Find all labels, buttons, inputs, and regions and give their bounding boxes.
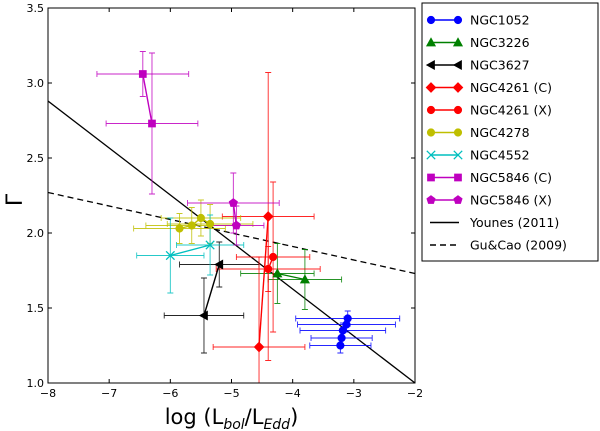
legend-label: NGC4552	[470, 148, 530, 163]
legend-marker	[426, 195, 436, 204]
series-line-ngc5846-c	[142, 73, 153, 124]
data-point-ngc4261-c	[253, 341, 265, 353]
data-point-ngc1052	[337, 333, 346, 343]
legend-entry-ngc5846-x: NGC5846 (X)	[426, 193, 552, 208]
series-line-ngc4278	[179, 217, 211, 230]
series-line-ngc3627	[203, 264, 220, 316]
x-tick-label: −7	[101, 387, 117, 400]
legend-label: Younes (2011)	[469, 215, 559, 230]
legend-label: NGC3627	[470, 58, 530, 73]
legend-marker	[453, 15, 463, 25]
x-tick-label: −5	[223, 387, 239, 400]
plot-frame	[47, 7, 416, 384]
data-point-ngc4552	[165, 250, 175, 261]
legend-label: NGC4278	[470, 125, 530, 140]
x-tick-label: −8	[40, 387, 56, 400]
data-point-ngc4261-c	[262, 211, 274, 222]
legend-marker	[452, 59, 462, 71]
data-markers	[138, 70, 352, 353]
legend-entry-ngc1052: NGC1052	[426, 13, 530, 28]
legend-marker	[425, 59, 435, 71]
data-point-ngc4278	[175, 224, 184, 233]
data-point-ngc4278	[206, 219, 215, 229]
y-axis-label: Γ	[3, 193, 28, 206]
legend-marker	[427, 173, 435, 182]
legend-marker	[453, 105, 463, 115]
legend-entry-ngc5846-c: NGC5846 (C)	[427, 170, 552, 185]
x-tick-label: −2	[407, 387, 423, 400]
legend-entry-younes-2011: Younes (2011)	[430, 215, 559, 230]
data-point-ngc1052	[342, 320, 351, 329]
data-point-ngc4261-x	[269, 252, 278, 262]
legend-marker	[453, 128, 463, 137]
legend-entry-ngc4261-x: NGC4261 (X)	[426, 103, 552, 118]
legend-entry-ngc4261-c: NGC4261 (C)	[425, 80, 552, 95]
x-tick-label: −4	[285, 387, 301, 400]
legend: NGC1052 NGC3226 NGC3627 NGC4261 (C) NGC4261 …	[421, 2, 599, 262]
legend-label: Gu&Cao (2009)	[470, 238, 567, 253]
legend-marker	[452, 82, 464, 93]
data-point-ngc5846-c	[138, 70, 147, 78]
legend-marker	[453, 150, 463, 160]
legend-label: NGC5846 (X)	[470, 193, 552, 208]
data-point-ngc5846-x	[231, 220, 241, 230]
legend-label: NGC1052	[470, 13, 530, 28]
legend-entry-ngc4552: NGC4552	[426, 148, 530, 163]
data-point-ngc5846-x	[228, 198, 238, 207]
legend-marker	[425, 82, 437, 93]
series-line-ngc4552	[170, 244, 211, 257]
data-point-ngc4278	[187, 221, 196, 230]
data-point-ngc5846-c	[148, 119, 156, 128]
y-tick-label: 1.0	[27, 377, 45, 390]
legend-marker	[452, 37, 464, 47]
data-point-ngc4278	[196, 213, 205, 223]
legend-entry-gu-cao-2009: Gu&Cao (2009)	[430, 238, 567, 253]
x-axis-label: log (Lbol/LEdd)	[165, 405, 299, 431]
y-tick-label: 1.5	[27, 302, 45, 315]
data-point-ngc3627	[214, 259, 224, 270]
x-tick-label: −6	[162, 387, 178, 400]
legend-label: NGC4261 (C)	[470, 80, 552, 95]
legend-entry-ngc3226: NGC3226	[425, 35, 530, 50]
data-point-ngc1052	[338, 326, 347, 335]
reference-line-younes-2011	[48, 100, 415, 383]
legend-marker	[453, 195, 463, 204]
y-tick-label: 2.5	[27, 152, 45, 165]
legend-label: NGC4261 (X)	[470, 103, 552, 118]
plot-area	[48, 8, 415, 383]
legend-marker	[426, 128, 436, 137]
series-line-ngc4261-c	[258, 216, 269, 348]
data-point-ngc4261-x	[264, 264, 273, 274]
data-point-ngc1052	[336, 341, 345, 350]
legend-entry-ngc3627: NGC3627	[425, 58, 530, 73]
data-point-ngc3226	[272, 268, 283, 278]
series-line-ngc3226	[277, 272, 306, 281]
legend-marker	[454, 173, 462, 182]
legend-label: NGC3226	[470, 35, 530, 50]
data-point-ngc3627	[198, 310, 208, 321]
y-tick-label: 3.5	[27, 2, 45, 15]
legend-marker	[426, 150, 436, 160]
legend-label: NGC5846 (C)	[470, 170, 552, 185]
legend-entry-ngc4278: NGC4278	[426, 125, 530, 140]
x-tick-label: −3	[346, 387, 362, 400]
data-point-ngc4552	[205, 240, 215, 250]
legend-marker	[425, 37, 437, 47]
reference-lines	[48, 100, 415, 383]
y-axis-ticks: 1.0 1.5 2.0 2.5 3.0 3.5	[27, 2, 415, 390]
y-tick-label: 2.0	[27, 227, 45, 240]
y-tick-label: 3.0	[27, 77, 45, 90]
legend-marker	[426, 105, 436, 115]
legend-marker	[426, 15, 436, 25]
data-point-ngc3226	[299, 274, 310, 284]
reference-line-gu-cao-2009	[48, 191, 415, 275]
